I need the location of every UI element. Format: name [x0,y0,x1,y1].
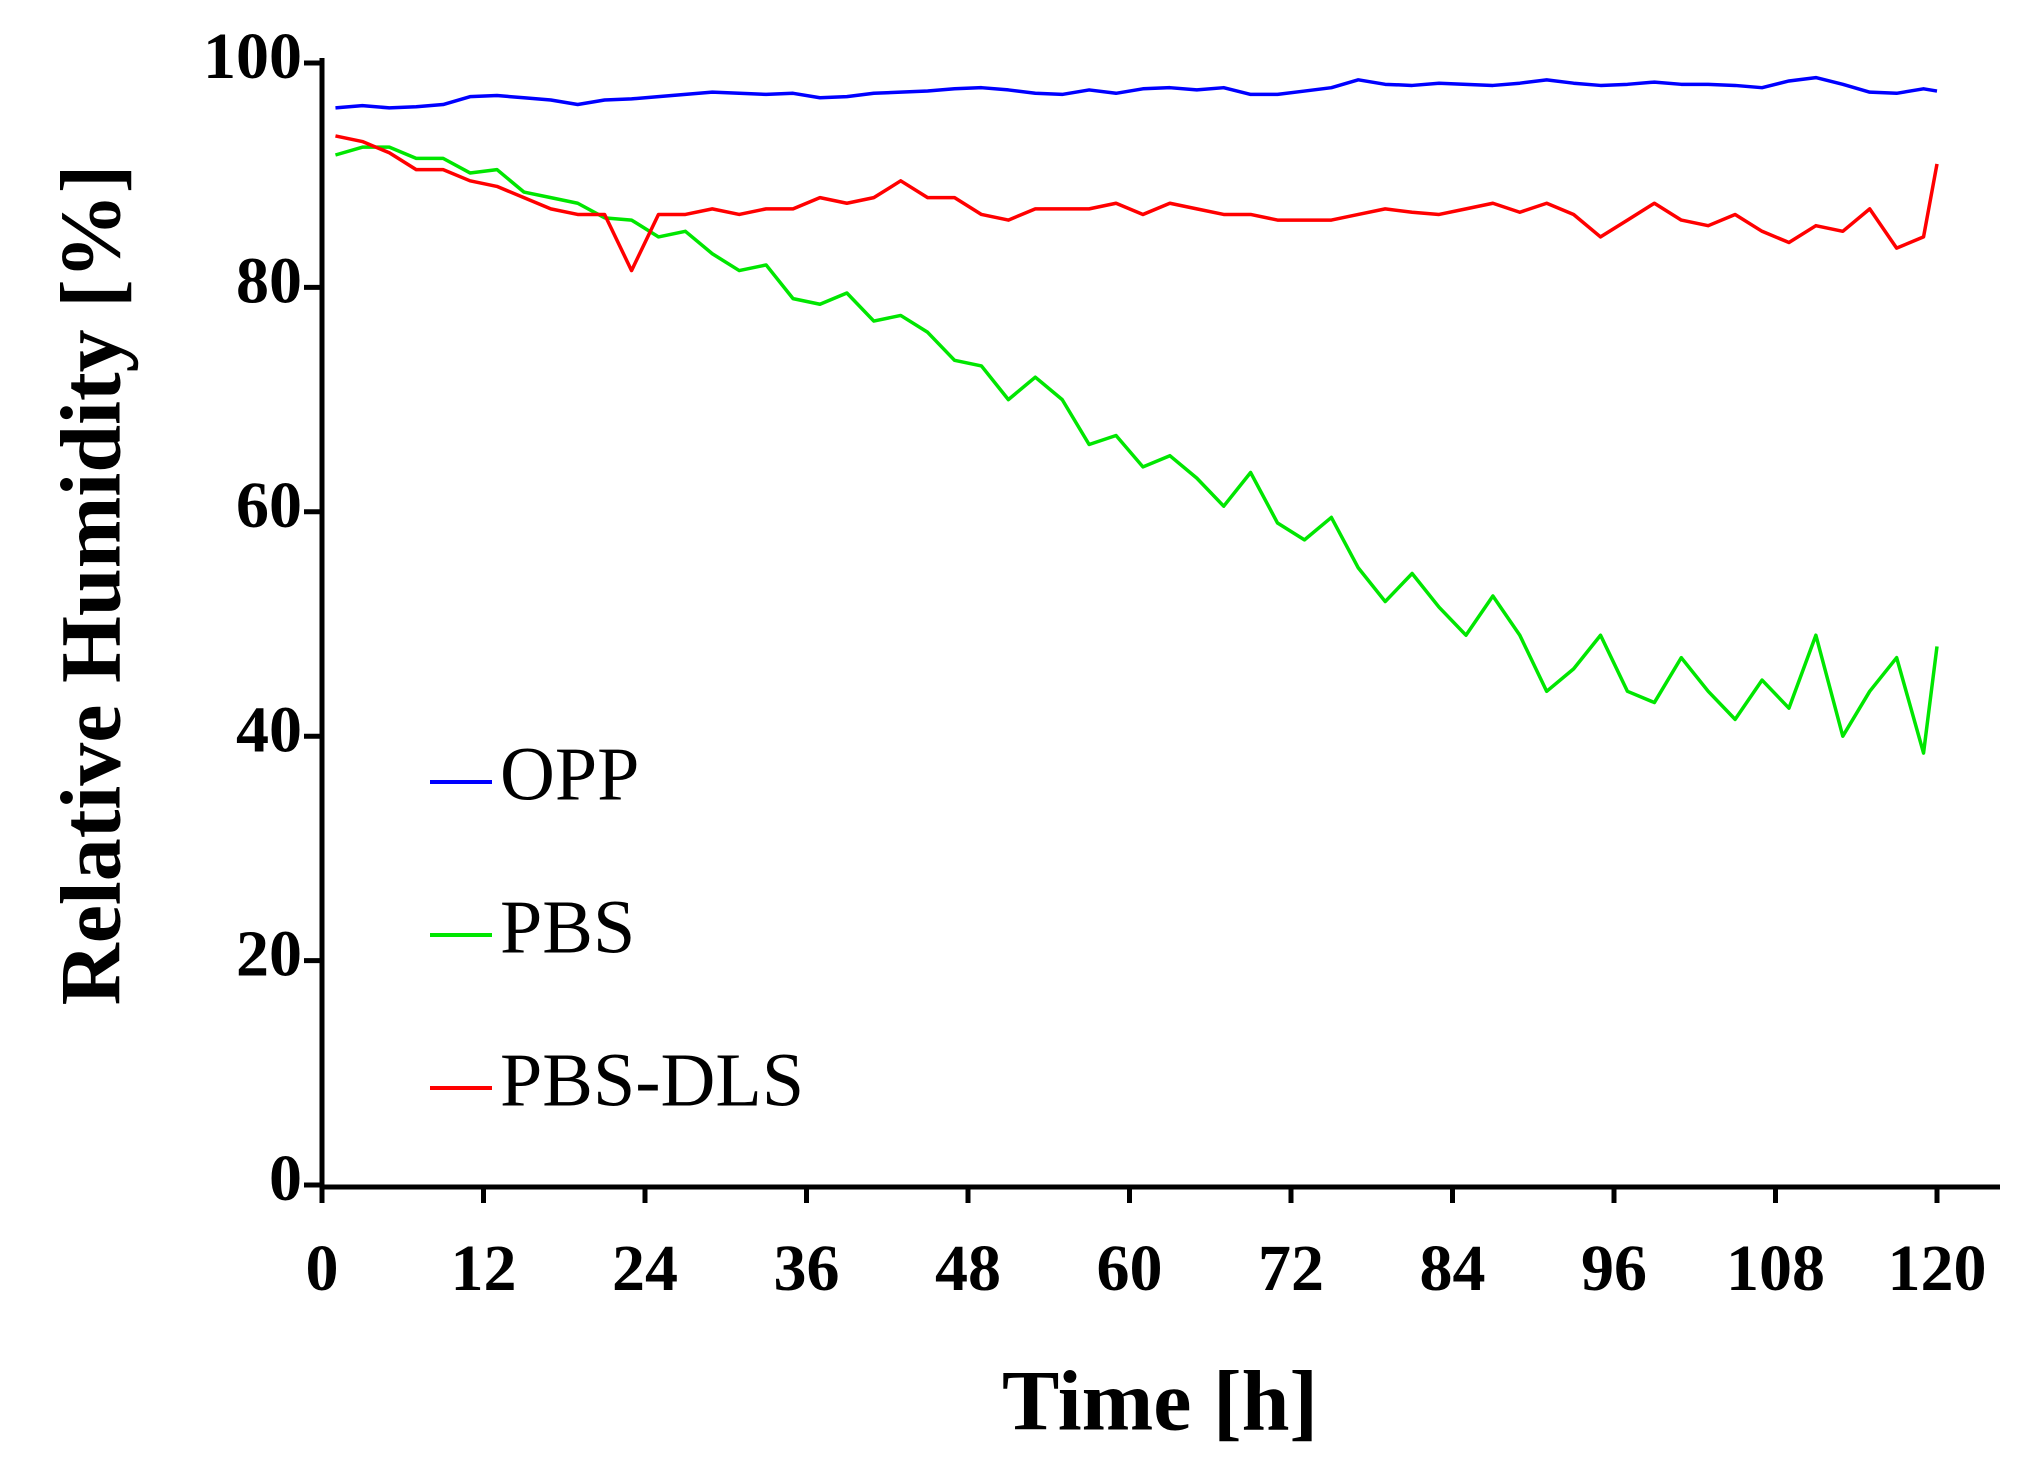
y-tick-label: 0 [269,1142,302,1215]
x-tick-label: 48 [935,1232,1001,1305]
y-tick-label: 20 [236,918,302,991]
x-tick-label: 120 [1888,1232,1987,1305]
x-tick-label: 60 [1097,1232,1163,1305]
legend-label: PBS-DLS [500,1038,804,1122]
legend-label: OPP [500,732,639,816]
x-axis-label: Time [h] [1002,1353,1318,1449]
x-tick-label: 0 [306,1232,339,1305]
x-tick-label: 12 [451,1232,517,1305]
y-axis-label: Relative Humidity [%] [43,165,139,1006]
x-tick-label: 108 [1726,1232,1825,1305]
x-tick-label: 84 [1420,1232,1486,1305]
x-tick-label: 36 [774,1232,840,1305]
y-tick-label: 100 [203,20,302,93]
x-tick-label: 72 [1258,1232,1324,1305]
series-line [335,134,1939,273]
x-tick-label: 96 [1581,1232,1647,1305]
y-tick-label: 60 [236,469,302,542]
legend-label: PBS [500,885,635,969]
x-tick-label: 24 [612,1232,678,1305]
y-tick-label: 80 [236,245,302,318]
y-tick-label: 40 [236,693,302,766]
series-line [334,145,1939,755]
series-line [335,75,1938,110]
